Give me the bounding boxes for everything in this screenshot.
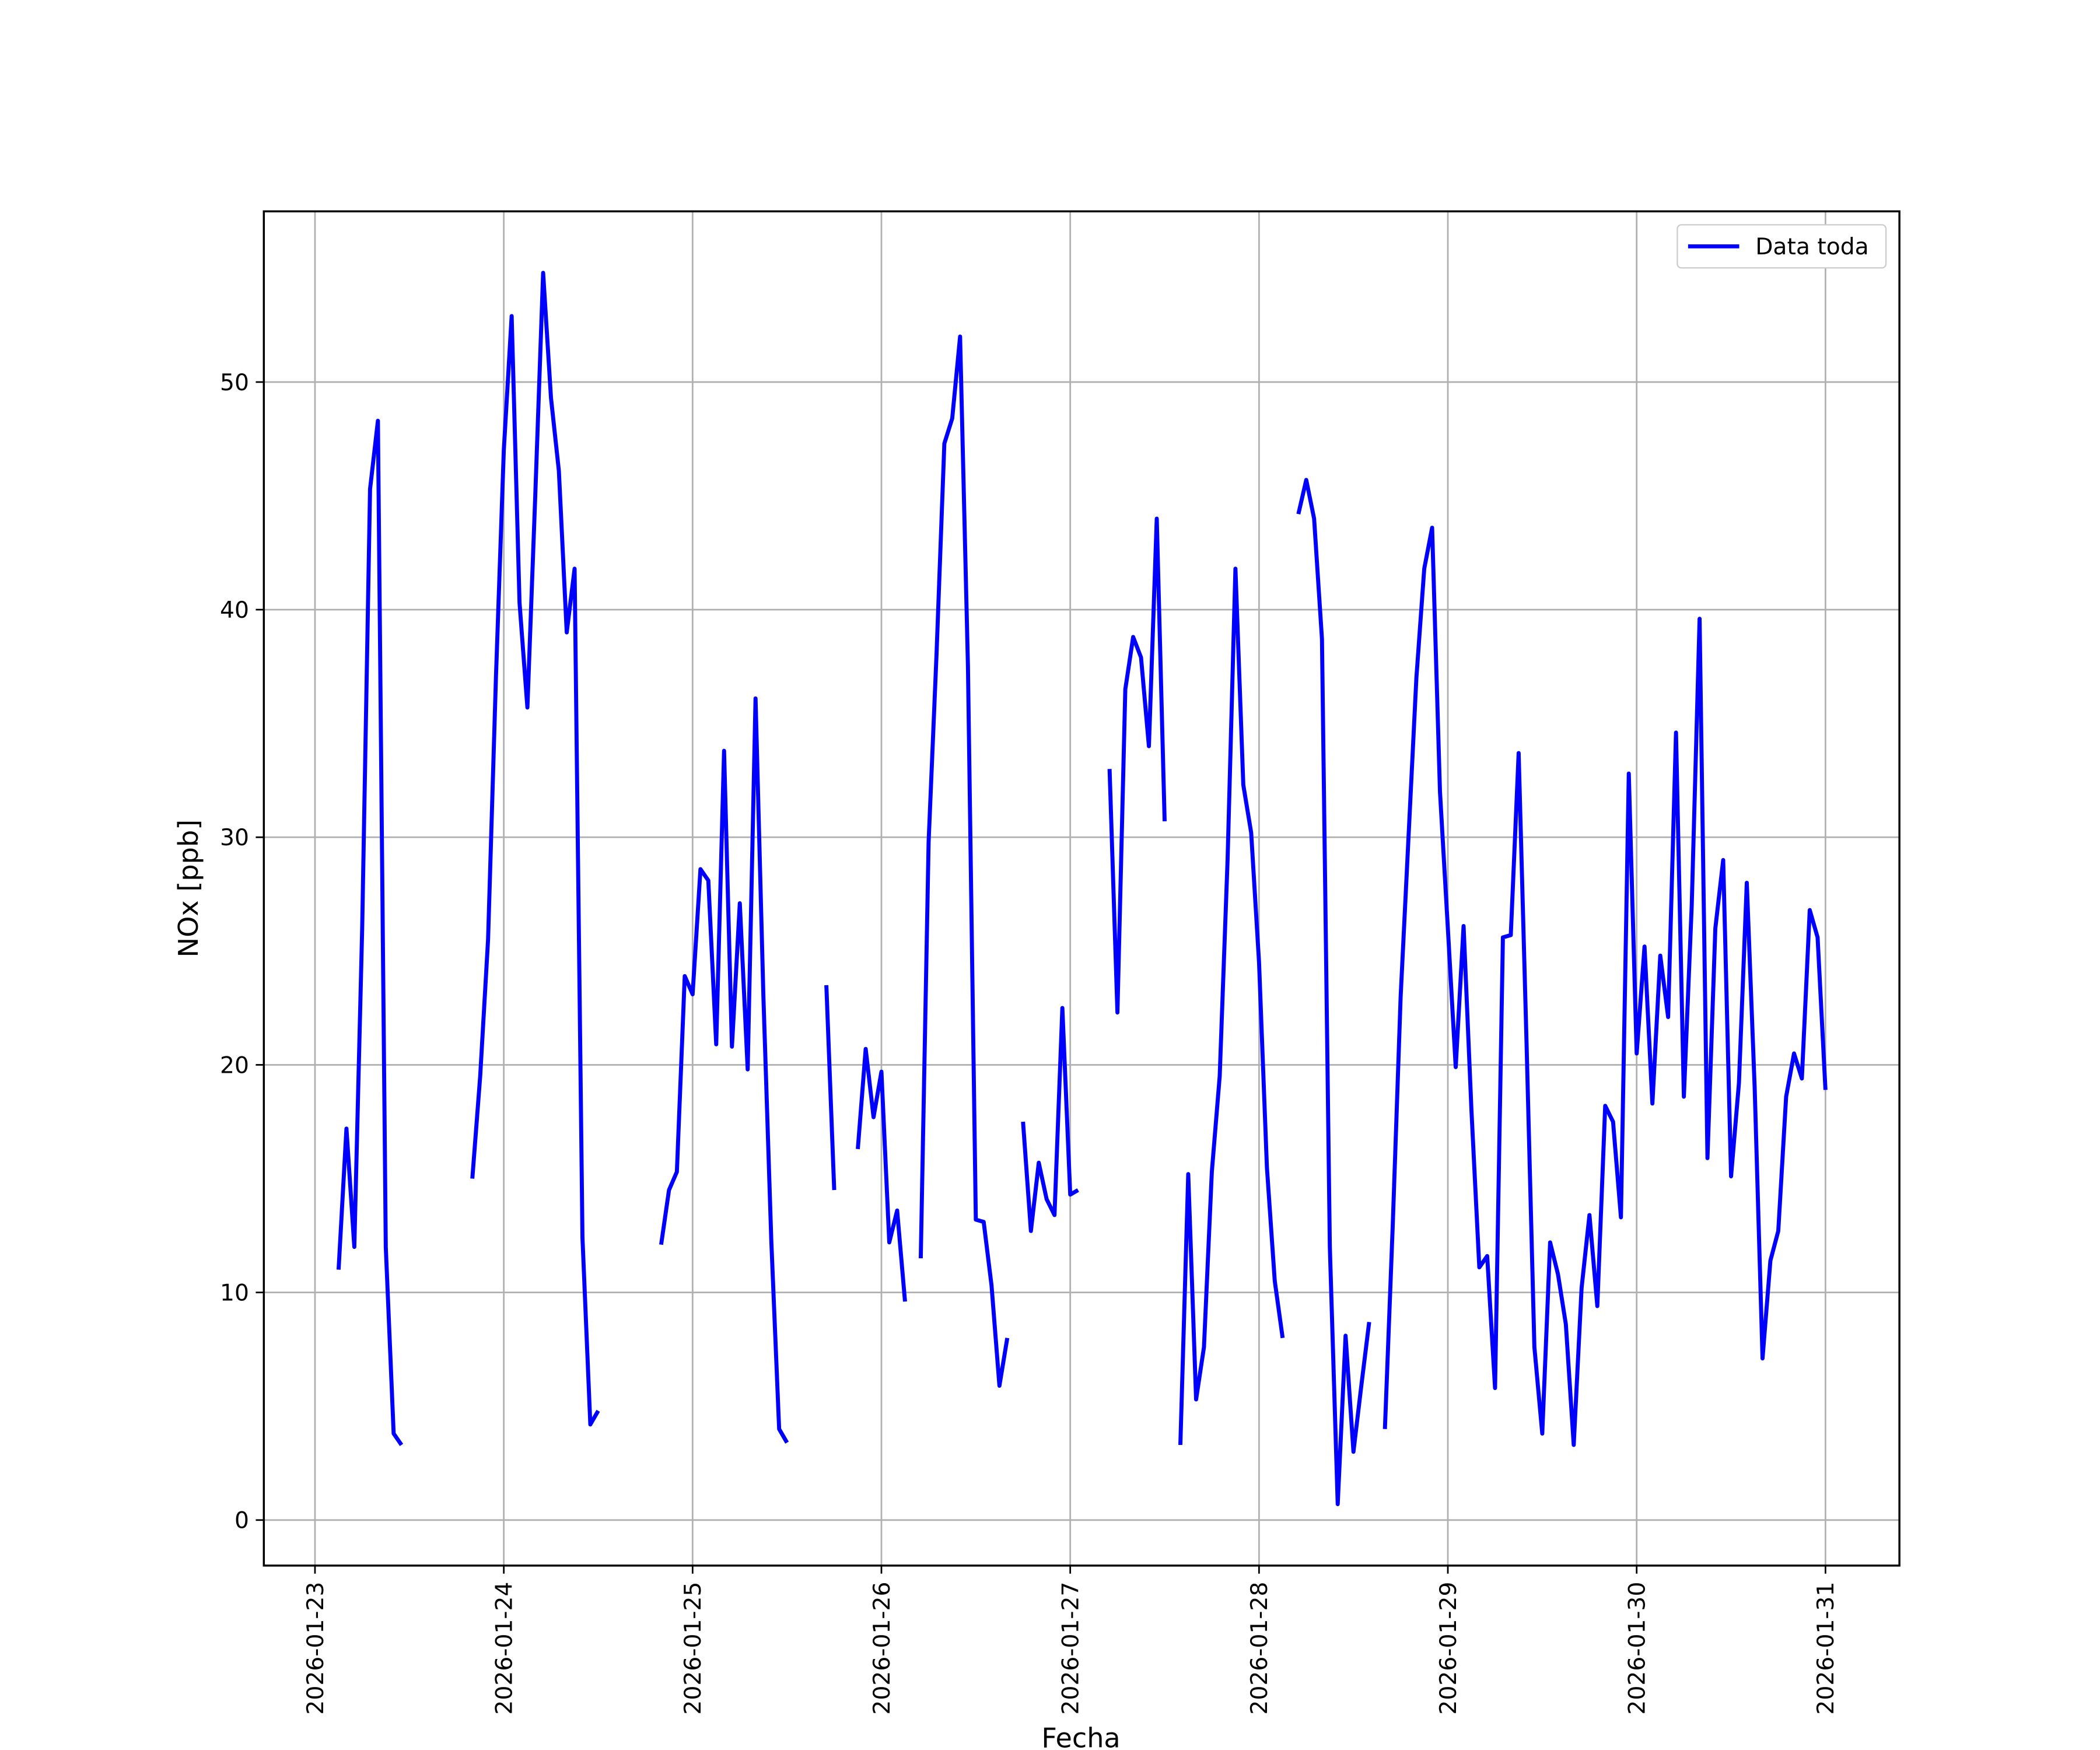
y-tick-label: 10: [220, 1280, 249, 1306]
x-tick-label: 2026-01-23: [303, 1582, 329, 1715]
data-line: [336, 271, 1828, 1506]
plot-frame: [262, 210, 1901, 1567]
x-tick-label: 2026-01-29: [1436, 1582, 1462, 1715]
y-tick-label: 40: [220, 597, 249, 624]
legend-label: Data toda: [1755, 234, 1868, 260]
x-tick-label: 2026-01-25: [680, 1582, 706, 1715]
y-axis-label: NOx [ppb]: [173, 820, 204, 958]
x-tick-label: 2026-01-27: [1058, 1582, 1084, 1715]
x-axis-label: Fecha: [1041, 1722, 1120, 1750]
x-tick-label: 2026-01-28: [1247, 1582, 1273, 1715]
y-tick-label: 50: [220, 370, 249, 396]
legend-box: [1676, 224, 1887, 269]
x-tick-label: 2026-01-31: [1813, 1582, 1839, 1715]
x-tick-label: 2026-01-30: [1625, 1582, 1651, 1715]
x-tick-label: 2026-01-24: [491, 1582, 517, 1715]
y-tick-label: 30: [220, 825, 249, 851]
x-tick-label: 2026-01-26: [869, 1582, 895, 1715]
y-tick-label: 20: [220, 1052, 249, 1079]
y-tick-label: 0: [235, 1508, 249, 1534]
